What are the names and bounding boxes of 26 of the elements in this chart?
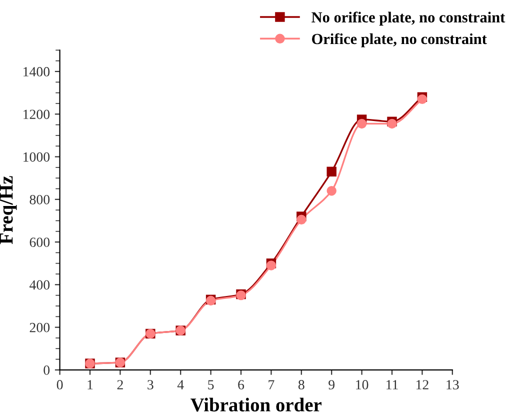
y-tick-label: 200 (30, 322, 50, 332)
x-tick-label: 2 (117, 380, 123, 390)
x-tick-label: 7 (268, 380, 274, 390)
y-axis-title: Freq/Hz (0, 176, 17, 244)
y-tick-label: 1400 (24, 67, 50, 76)
y-tick-label: 1200 (24, 110, 50, 120)
x-tick-label: 3 (148, 380, 154, 390)
x-tick-label: 4 (177, 380, 184, 390)
x-tick-label: 10 (356, 380, 368, 390)
x-tick-label: 9 (328, 380, 335, 390)
x-axis-title: Vibration order (190, 398, 322, 412)
x-tick-label: 5 (208, 380, 214, 390)
legend-label: No orifice plate, no constraint (312, 12, 506, 26)
legend-label: Orifice plate, no constraint (312, 33, 487, 48)
y-tick-label: 600 (30, 238, 50, 247)
x-tick-label: 6 (238, 380, 244, 390)
x-tick-label: 11 (386, 380, 398, 390)
x-tick-label: 0 (56, 380, 63, 390)
x-tick-label: 13 (446, 380, 459, 390)
y-tick-label: 0 (44, 366, 50, 375)
y-tick-label: 400 (30, 280, 50, 290)
x-tick-label: 8 (298, 380, 304, 390)
y-tick-label: 800 (30, 194, 50, 204)
y-tick-label: 1000 (24, 152, 50, 162)
x-tick-label: 12 (416, 380, 428, 390)
x-tick-label: 1 (88, 380, 93, 390)
